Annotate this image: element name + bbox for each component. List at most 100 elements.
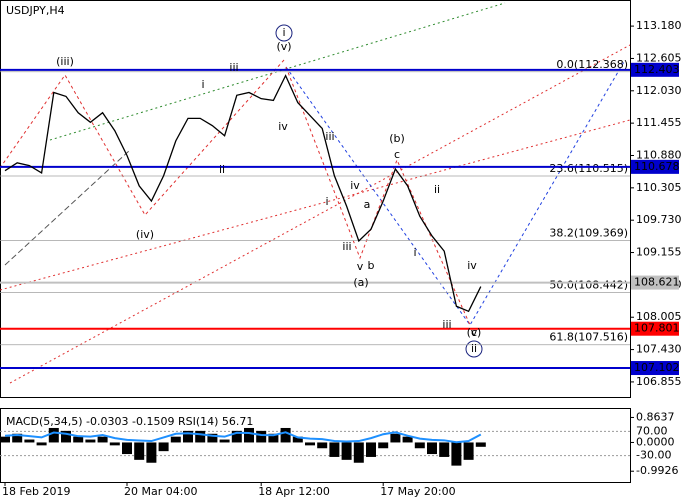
- wave-label: (b): [389, 132, 405, 145]
- trend-line: [49, 2, 506, 141]
- wave-label: i: [282, 26, 285, 39]
- chart-title: USDJPY,H4: [6, 4, 65, 17]
- trend-lines: [0, 2, 631, 384]
- macd-bar: [36, 442, 47, 446]
- wave-label: iii: [342, 240, 351, 253]
- macd-bar: [170, 436, 181, 443]
- macd-bar: [73, 436, 84, 443]
- fib-label: 38.2(109.369): [549, 226, 628, 239]
- y-tick-label: 107.430: [636, 343, 682, 356]
- wave-label: (a): [353, 276, 368, 289]
- indicator-title: MACD(5,34,5) -0.0303 -0.1509 RSI(14) 56.…: [6, 415, 253, 428]
- y-tick-label: 106.855: [636, 375, 682, 388]
- wave-line: [285, 66, 471, 326]
- macd-bar: [244, 427, 254, 443]
- macd-bar: [329, 442, 340, 457]
- macd-bar: [390, 433, 401, 443]
- level-tag: [631, 321, 679, 336]
- macd-bar: [122, 442, 132, 455]
- macd-bar: [427, 442, 437, 455]
- wave-label: v: [357, 260, 364, 273]
- y-tick-label: 111.455: [636, 116, 682, 129]
- wave-label: iv: [278, 120, 288, 133]
- macd-bar: [414, 442, 425, 449]
- macd-bar: [305, 442, 315, 446]
- level-label: 110.678: [634, 160, 680, 173]
- x-tick-label: 20 Mar 04:00: [124, 485, 197, 498]
- macd-bar: [219, 439, 230, 443]
- macd-bar: [256, 430, 267, 443]
- macd-bar: [463, 442, 474, 460]
- wave-label: i: [413, 246, 416, 259]
- price-line: [4, 74, 482, 313]
- macd-bar: [317, 442, 328, 449]
- wave-label: i: [325, 195, 328, 208]
- level-tag: [631, 159, 679, 174]
- macd-bar: [48, 427, 59, 443]
- rsi-line: [4, 431, 482, 444]
- macd-bar: [134, 442, 145, 460]
- macd-bar: [97, 436, 108, 443]
- wave-label: (iii): [56, 55, 74, 68]
- wave-label: iv: [467, 259, 477, 272]
- y-tick-label: 110.880: [636, 148, 682, 161]
- fib-label: 23.6(110.515): [549, 162, 628, 175]
- macd-bar: [146, 442, 157, 463]
- y-tick-label: 112.605: [636, 51, 682, 64]
- macd-bar: [207, 433, 218, 443]
- wave-label: (iv): [136, 228, 154, 241]
- macd-bar: [158, 442, 169, 452]
- fib-label: 50.0(108.442): [549, 279, 628, 292]
- macd-bar: [378, 442, 389, 449]
- fib-label: 0.0(112.368): [556, 58, 628, 71]
- macd-bar: [475, 442, 486, 447]
- macd-bar: [183, 430, 193, 443]
- y-tick-label: -0.9926: [636, 464, 678, 477]
- macd-bar: [109, 442, 120, 446]
- macd-bar: [341, 442, 352, 460]
- wave-circle: [465, 340, 483, 358]
- fib-label: 61.8(107.516): [549, 331, 628, 344]
- macd-bar: [292, 436, 303, 443]
- macd-bar: [268, 433, 279, 443]
- x-tick-label: 17 May 20:00: [380, 485, 455, 498]
- macd-bar: [353, 442, 364, 463]
- wave-label: i: [201, 78, 204, 91]
- y-tick-label: 112.030: [636, 84, 682, 97]
- wave-label: b: [368, 259, 375, 272]
- macd-bar: [366, 442, 376, 457]
- x-tick-label: 18 Apr 12:00: [258, 485, 330, 498]
- macd-bar: [402, 436, 413, 443]
- level-label: 107.102: [634, 361, 680, 374]
- y-tick-label: 109.155: [636, 246, 682, 259]
- y-tick-label: 113.180: [636, 19, 682, 32]
- x-tick-label: 18 Feb 2019: [2, 485, 70, 498]
- y-tick-label: 110.305: [636, 181, 682, 194]
- wave-label: c: [394, 148, 400, 161]
- wave-label: ii: [434, 183, 440, 196]
- level-label: 108.621: [634, 276, 680, 289]
- wave-label: ii: [219, 163, 225, 176]
- level-tag: [631, 275, 679, 290]
- level-label: 112.403: [634, 63, 680, 76]
- wave-label: iii: [229, 61, 238, 74]
- wave-label: iii: [325, 130, 334, 143]
- y-tick-label: 0.0000: [636, 435, 675, 448]
- macd-bar: [0, 436, 10, 443]
- macd-bar: [24, 439, 35, 443]
- level-tag: [631, 62, 679, 77]
- macd-bar: [85, 439, 96, 443]
- wave-label: (c): [467, 326, 482, 339]
- macd-bar: [61, 430, 71, 443]
- wave-label: (v): [276, 40, 291, 53]
- y-tick-label: 109.730: [636, 213, 682, 226]
- level-label: 107.801: [634, 322, 680, 335]
- trend-line: [4, 149, 131, 266]
- main-panel: [0, 0, 631, 398]
- y-tick-label: 108.005: [636, 310, 682, 323]
- wave-label: iii: [442, 318, 451, 331]
- wave-label: iv: [350, 179, 360, 192]
- indicator-panel: [0, 408, 631, 483]
